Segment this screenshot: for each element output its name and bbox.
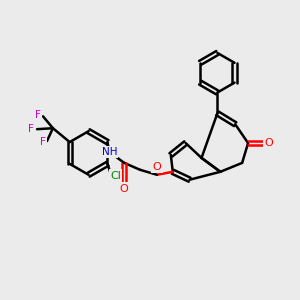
- Text: Cl: Cl: [110, 171, 121, 181]
- Text: O: O: [265, 138, 273, 148]
- Text: O: O: [120, 184, 129, 194]
- Text: F: F: [35, 110, 41, 120]
- Text: F: F: [40, 137, 46, 147]
- Text: F: F: [28, 124, 34, 134]
- Text: O: O: [153, 162, 161, 172]
- Text: NH: NH: [102, 147, 117, 157]
